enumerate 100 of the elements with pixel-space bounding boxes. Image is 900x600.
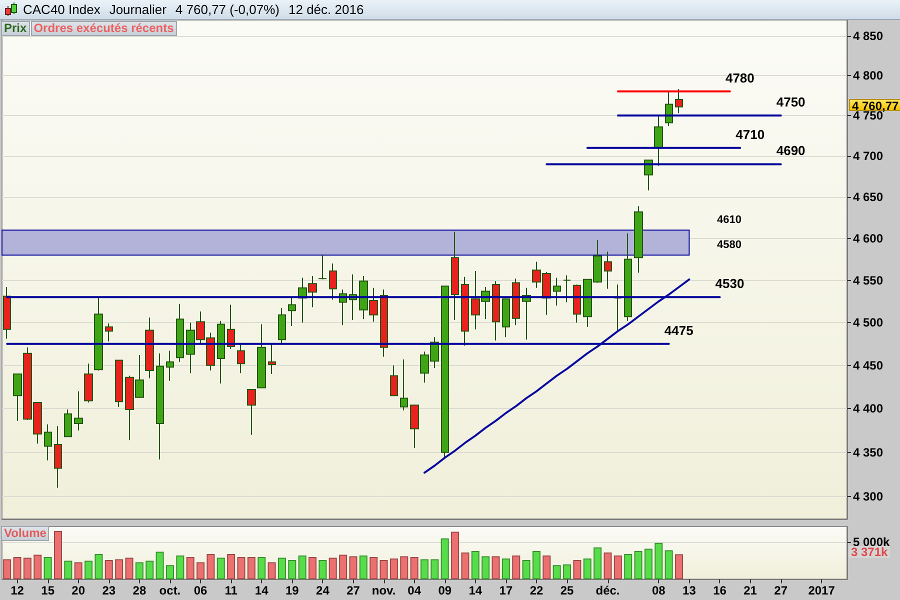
- candlestick: [44, 424, 52, 461]
- candlestick: [654, 115, 663, 166]
- series-label: 4710: [736, 126, 765, 142]
- candlestick: [64, 409, 72, 438]
- bar: [318, 560, 327, 580]
- bar: [563, 564, 572, 580]
- candlestick: [247, 389, 256, 436]
- annotation: 4580: [716, 239, 742, 252]
- chart-title: CAC40 Index: [23, 2, 100, 17]
- text: 4 760,77 (-0,07%): [175, 2, 280, 17]
- candlestick: [74, 390, 83, 431]
- bar: [370, 556, 378, 580]
- text: 12 déc. 2016: [288, 2, 364, 17]
- y-axis-title: Prix: [1, 21, 30, 36]
- candlestick: [604, 251, 612, 290]
- y-tick-label: 4 300: [853, 490, 884, 504]
- bar: [13, 556, 22, 580]
- bar: [3, 559, 12, 580]
- series-label: 4780: [725, 70, 754, 86]
- bar: [573, 560, 582, 580]
- x-tick-label: 16: [713, 583, 727, 598]
- candlestick: [573, 284, 581, 324]
- candlestick: [217, 320, 225, 384]
- bar: [471, 551, 480, 580]
- bar: [146, 560, 154, 580]
- bar: [634, 551, 642, 580]
- text: 3 371k: [849, 545, 890, 559]
- x-tick-label: 13: [682, 583, 696, 598]
- bar: [298, 556, 306, 580]
- bar: [349, 556, 358, 580]
- bar: [23, 558, 32, 580]
- bar: [258, 556, 266, 580]
- x-tick-label: 2017: [808, 583, 836, 598]
- y-axis-title: Volume: [1, 526, 50, 541]
- bar: [278, 558, 286, 580]
- candlestick: [502, 298, 510, 338]
- x-tick-label: 04: [408, 583, 422, 598]
- y-tick-label: 4 850: [853, 28, 884, 43]
- candlestick: [227, 304, 235, 350]
- candlestick: [441, 286, 449, 460]
- candlestick: [400, 358, 408, 411]
- bar: [44, 556, 52, 580]
- series-label: 4530: [715, 276, 744, 292]
- bar: [522, 560, 530, 580]
- bar: [125, 558, 134, 580]
- candlestick: [84, 363, 93, 404]
- bar: [166, 565, 174, 580]
- x-tick-label: 28: [132, 583, 146, 598]
- candlestick: [563, 274, 571, 303]
- candlestick: [451, 231, 459, 321]
- bar: [654, 542, 663, 580]
- candlestick: [257, 324, 266, 388]
- bar: [675, 554, 684, 580]
- x-tick-label: 25: [560, 583, 574, 598]
- bar: [451, 532, 460, 580]
- x-tick-label: 14: [254, 583, 269, 598]
- x-tick-label: 14: [468, 583, 482, 598]
- bar: [247, 556, 256, 580]
- bar: [104, 560, 113, 580]
- bar: [542, 556, 551, 580]
- y-tick-label: 4 800: [853, 68, 884, 82]
- candlestick: [3, 286, 11, 340]
- bar: [339, 554, 348, 580]
- bar: [216, 558, 225, 580]
- candlestick: [390, 364, 398, 396]
- bar: [380, 560, 388, 580]
- bar: [156, 552, 164, 580]
- bar: [54, 530, 62, 580]
- bar: [664, 550, 673, 580]
- bar: [532, 551, 540, 580]
- bar: [74, 562, 82, 580]
- bar: [430, 559, 439, 580]
- bar: [196, 562, 205, 580]
- candlestick: [145, 316, 154, 379]
- bar: [84, 560, 93, 580]
- annotation: 4610: [716, 214, 742, 226]
- bar: [440, 538, 449, 580]
- x-tick-label: 27: [774, 583, 788, 598]
- x-tick-label: oct.: [159, 583, 181, 598]
- candlestick: [675, 88, 683, 114]
- y-tick-label: 4 500: [853, 316, 884, 330]
- candlestick: [288, 297, 296, 326]
- bar: [206, 554, 215, 580]
- bar: [176, 556, 184, 580]
- bar: [552, 565, 561, 580]
- candlestick: [94, 297, 103, 372]
- bar: [237, 556, 246, 580]
- y-tick-label: 4 600: [853, 231, 884, 246]
- candlestick: [54, 426, 62, 488]
- candlestick: [665, 90, 673, 127]
- x-tick-label: 27: [346, 583, 360, 598]
- x-tick-label: 12: [10, 583, 24, 598]
- bar: [359, 556, 368, 580]
- series-label: 4690: [776, 143, 806, 158]
- series-label: 4750: [776, 94, 806, 110]
- y-tick-label: 4 700: [853, 149, 884, 164]
- bar: [482, 556, 490, 580]
- series-label: 4475: [664, 322, 694, 338]
- candlestick: [278, 308, 286, 344]
- y-tick-label: 4 350: [853, 445, 884, 460]
